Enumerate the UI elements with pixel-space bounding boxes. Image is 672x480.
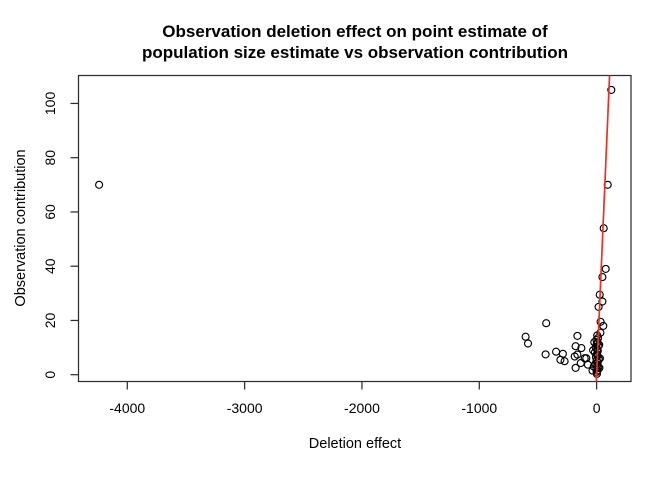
data-point — [541, 350, 550, 359]
x-tick-label: -3000 — [227, 400, 263, 416]
fit-line — [595, 75, 611, 382]
data-point — [598, 273, 607, 282]
y-axis-label: Observation contribution — [13, 149, 29, 306]
data-point — [571, 342, 580, 351]
data-point — [523, 339, 533, 348]
data-point — [542, 319, 551, 328]
data-point — [599, 321, 608, 330]
x-tick-label: -4000 — [109, 400, 145, 416]
plot-area: -4000 -3000 -2000 -1000 0 0 20 40 60 80 100 — [42, 74, 632, 416]
data-point — [607, 85, 616, 94]
data-point — [571, 363, 580, 372]
x-tick-label: -1000 — [461, 400, 497, 416]
data-point — [573, 331, 582, 340]
y-tick-label: 0 — [42, 371, 58, 379]
data-point — [552, 347, 561, 356]
data-point — [601, 264, 610, 273]
x-tick-label: -2000 — [344, 400, 380, 416]
x-tick-label: 0 — [593, 400, 601, 416]
data-point — [596, 317, 605, 326]
data-point — [573, 350, 582, 359]
y-tick-label: 80 — [42, 150, 58, 166]
y-tick-label: 60 — [42, 204, 58, 220]
chart-title-line2: population size estimate vs observation … — [142, 43, 568, 62]
data-point — [556, 355, 565, 364]
data-point — [521, 332, 530, 341]
data-point — [560, 357, 569, 366]
y-tick-label: 20 — [42, 312, 58, 328]
plot-border — [77, 74, 632, 383]
data-point — [595, 363, 604, 372]
x-axis-label: Deletion effect — [309, 436, 401, 452]
data-point — [577, 344, 586, 353]
y-tick-label: 40 — [42, 258, 58, 274]
y-tick-label: 100 — [42, 92, 58, 116]
chart-title-line1: Observation deletion effect on point est… — [162, 22, 548, 41]
data-point — [583, 360, 592, 369]
data-point — [598, 297, 607, 306]
data-point — [595, 354, 604, 363]
data-point — [95, 180, 104, 189]
data-point — [589, 346, 598, 355]
